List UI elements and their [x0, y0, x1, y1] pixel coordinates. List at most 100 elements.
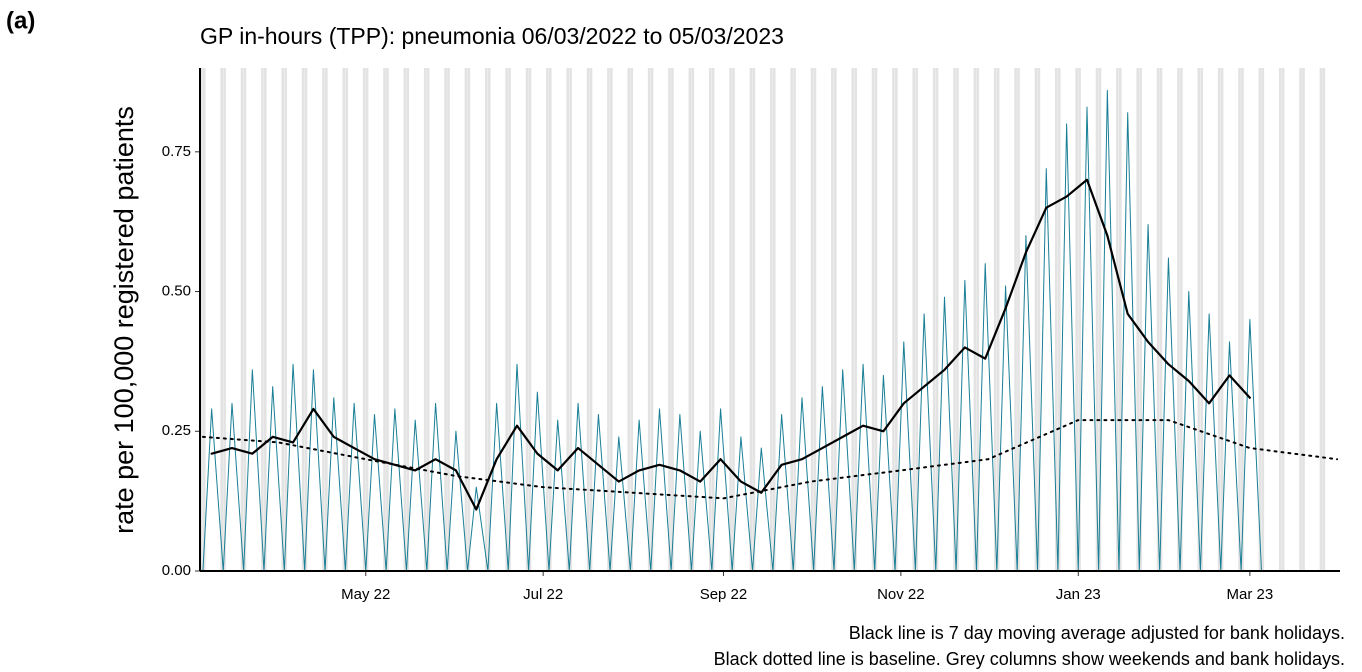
weekend-column [810, 68, 814, 571]
weekend-column [610, 68, 613, 571]
weekend-column [1238, 68, 1241, 571]
weekend-column [650, 68, 654, 571]
weekend-column [976, 68, 980, 571]
weekend-column [1116, 68, 1119, 571]
weekend-column [1177, 68, 1180, 571]
weekend-column [1014, 68, 1017, 571]
weekend-column [304, 68, 308, 571]
weekend-column [325, 68, 328, 571]
x-tick-label: Nov 22 [877, 586, 925, 603]
weekend-column [505, 68, 508, 571]
weekend-column [586, 68, 590, 571]
weekend-column [668, 68, 671, 571]
weekend-column [322, 68, 325, 571]
weekend-column [383, 68, 386, 571]
weekend-column [365, 68, 369, 571]
weekend-column [688, 68, 692, 571]
weekend-column [223, 68, 226, 571]
y-tick-label: 0.00 [162, 562, 191, 579]
weekend-column [200, 68, 203, 571]
weekend-column [627, 68, 631, 571]
panel-label: (a) [6, 7, 35, 34]
weekend-column [996, 68, 1000, 571]
weekend-column [874, 68, 878, 571]
weekend-column [444, 68, 447, 571]
weekend-column [1217, 68, 1221, 571]
weekend-column [1118, 68, 1122, 571]
weekend-column [752, 68, 756, 571]
weekend-column [362, 68, 366, 571]
weekend-column [956, 68, 959, 571]
weekend-column [1241, 68, 1244, 571]
weekend-column [426, 68, 430, 571]
weekend-column [833, 68, 837, 571]
weekend-column [342, 68, 346, 571]
weekend-column [1319, 68, 1323, 571]
weekend-column [1159, 68, 1163, 571]
weekend-column [386, 68, 389, 571]
weekend-column [467, 68, 471, 571]
weekend-column [525, 68, 529, 571]
weekend-column [851, 68, 855, 571]
weekend-column [790, 68, 793, 571]
weekend-column [261, 68, 264, 571]
weekend-column [1136, 68, 1140, 571]
weekend-column [1057, 68, 1061, 571]
weekend-column [772, 68, 776, 571]
weekend-column [915, 68, 919, 571]
weekend-column [973, 68, 977, 571]
weekend-column [423, 68, 427, 571]
x-tick-label: May 22 [341, 586, 390, 603]
weekend-column [691, 68, 695, 571]
weekend-column [1037, 68, 1041, 571]
weekend-column [1139, 68, 1142, 571]
weekend-column [895, 68, 898, 571]
weekend-column [1299, 68, 1302, 571]
weekend-column [708, 68, 712, 571]
weekend-column [871, 68, 875, 571]
weekend-column [1075, 68, 1078, 571]
weekend-column [932, 68, 936, 571]
weekend-column [831, 68, 834, 571]
y-axis-title: rate per 100,000 registered patients [109, 106, 139, 534]
weekend-column [202, 68, 206, 571]
weekend-column [284, 68, 287, 571]
weekend-column [953, 68, 956, 571]
weekend-column [732, 68, 735, 571]
weekend-column [240, 68, 244, 571]
weekend-column [671, 68, 674, 571]
weekend-column [487, 68, 491, 571]
weekend-column [281, 68, 285, 571]
weekend-column [263, 68, 267, 571]
weekend-column [1261, 68, 1265, 571]
weekend-column [935, 68, 939, 571]
weekend-column [485, 68, 488, 571]
weekend-column [993, 68, 997, 571]
weekend-column [1281, 68, 1285, 571]
weekend-column [1017, 68, 1020, 571]
weekend-column [243, 68, 247, 571]
weekend-column [1078, 68, 1081, 571]
x-tick-label: Sep 22 [700, 586, 748, 603]
x-tick-label: Jul 22 [523, 586, 563, 603]
y-tick-label: 0.75 [162, 143, 191, 160]
weekend-column [749, 68, 753, 571]
weekend-column [892, 68, 895, 571]
weekend-column [406, 68, 410, 571]
y-tick-label: 0.50 [162, 283, 191, 300]
weekend-column [1034, 68, 1038, 571]
data-line [201, 419, 1339, 500]
chart-title: GP in-hours (TPP): pneumonia 06/03/2022 … [200, 23, 784, 49]
weekend-column [403, 68, 407, 571]
weekend-column [1278, 68, 1282, 571]
weekend-column [1055, 68, 1058, 571]
weekend-column [793, 68, 796, 571]
footnote: Black line is 7 day moving average adjus… [849, 623, 1345, 643]
weekend-column [1098, 68, 1102, 571]
weekend-column [813, 68, 817, 571]
weekend-column [345, 68, 349, 571]
y-tick-label: 0.25 [162, 422, 191, 439]
weekend-column [729, 68, 732, 571]
weekend-column [647, 68, 651, 571]
